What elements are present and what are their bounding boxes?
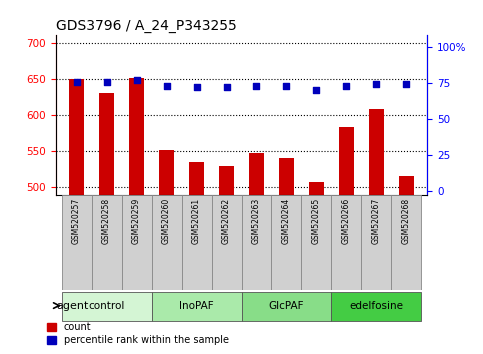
Text: GSM520258: GSM520258 [102, 198, 111, 244]
Point [223, 85, 230, 90]
Text: GSM520268: GSM520268 [402, 198, 411, 244]
Point [253, 83, 260, 89]
Text: InoPAF: InoPAF [179, 301, 214, 310]
Point [313, 87, 320, 93]
Text: GSM520262: GSM520262 [222, 198, 231, 244]
Bar [369, 109, 384, 195]
Text: GSM520259: GSM520259 [132, 198, 141, 244]
Bar [249, 153, 264, 195]
Text: GSM520260: GSM520260 [162, 198, 171, 244]
Point [163, 83, 170, 89]
Bar [61, 292, 152, 321]
Bar [279, 159, 294, 195]
Point [72, 79, 80, 84]
Text: edelfosine: edelfosine [350, 301, 403, 310]
Bar [339, 127, 354, 195]
Bar [361, 195, 391, 290]
Bar [309, 182, 324, 195]
Bar [391, 195, 422, 290]
Bar [212, 195, 242, 290]
Text: GSM520264: GSM520264 [282, 198, 291, 244]
Text: GSM520265: GSM520265 [312, 198, 321, 244]
Text: agent: agent [56, 301, 88, 310]
Bar [242, 292, 331, 321]
Bar [182, 195, 212, 290]
Text: GSM520266: GSM520266 [342, 198, 351, 244]
Bar [152, 195, 182, 290]
Bar [219, 166, 234, 195]
Point [342, 83, 350, 89]
Text: control: control [88, 301, 125, 310]
Text: GSM520263: GSM520263 [252, 198, 261, 244]
Bar [301, 195, 331, 290]
Point [283, 83, 290, 89]
Bar [152, 292, 242, 321]
Bar [129, 78, 144, 195]
Point [403, 81, 411, 87]
Bar [331, 292, 422, 321]
Text: GlcPAF: GlcPAF [269, 301, 304, 310]
Text: GSM520261: GSM520261 [192, 198, 201, 244]
Bar [61, 195, 92, 290]
Bar [189, 162, 204, 195]
Text: GSM520257: GSM520257 [72, 198, 81, 244]
Point [193, 85, 200, 90]
Point [133, 77, 141, 83]
Text: GSM520267: GSM520267 [372, 198, 381, 244]
Bar [122, 195, 152, 290]
Bar [331, 195, 361, 290]
Bar [92, 195, 122, 290]
Text: GDS3796 / A_24_P343255: GDS3796 / A_24_P343255 [56, 19, 236, 33]
Bar [69, 79, 84, 195]
Legend: count, percentile rank within the sample: count, percentile rank within the sample [43, 319, 233, 349]
Bar [99, 93, 114, 195]
Bar [399, 176, 414, 195]
Bar [271, 195, 301, 290]
Bar [242, 195, 271, 290]
Point [372, 81, 380, 87]
Bar [159, 150, 174, 195]
Point [103, 79, 111, 84]
